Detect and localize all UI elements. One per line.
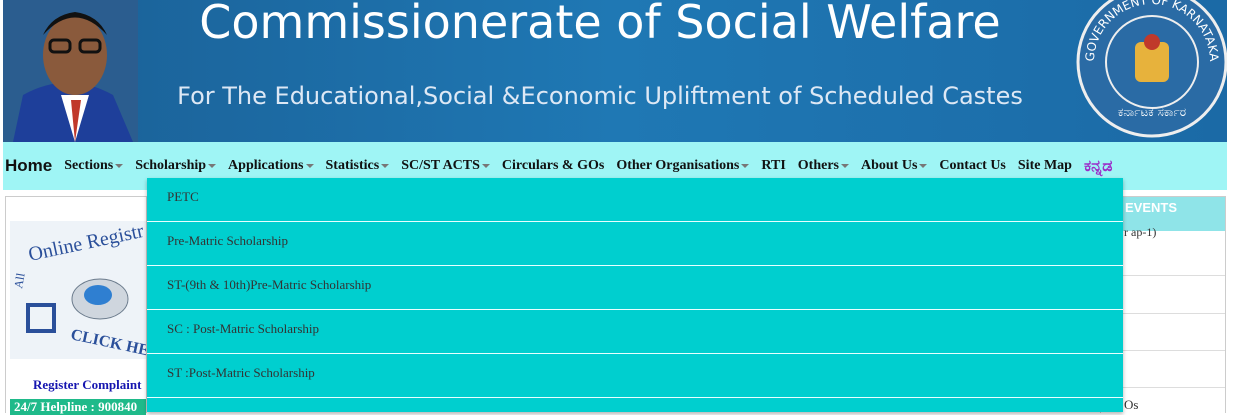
nav-item[interactable]: ಕನ್ನಡ bbox=[1083, 156, 1113, 175]
caret-wrap bbox=[206, 157, 222, 175]
caret bbox=[115, 164, 124, 169]
helpline: 24/7 Helpline : 900840 bbox=[10, 399, 146, 415]
header-art: Commissionerate of Social Welfare For Th… bbox=[3, 0, 1228, 142]
emblem-kannada: ಕರ್ನಾಟಕ ಸರ್ಕಾರ bbox=[1118, 105, 1186, 119]
site-subtitle: For The Educational,Social &Economic Upl… bbox=[177, 82, 1023, 110]
nav-item[interactable]: Scholarship bbox=[135, 158, 207, 173]
header: Commissionerate of Social Welfare For Th… bbox=[3, 0, 1228, 142]
caret bbox=[305, 164, 314, 169]
banner-click: CLICK HE bbox=[69, 326, 146, 359]
banner-all: All bbox=[11, 271, 28, 289]
caret-wrap bbox=[304, 157, 320, 175]
caret bbox=[481, 164, 490, 169]
divider bbox=[1101, 313, 1225, 314]
divider bbox=[1101, 350, 1225, 351]
divider bbox=[1101, 387, 1225, 388]
dropdown-item[interactable]: SC : Post-Matric Scholarship bbox=[147, 310, 1123, 354]
caret bbox=[208, 164, 217, 169]
caret-wrap bbox=[917, 157, 933, 175]
nav-item[interactable]: Applications bbox=[228, 158, 304, 173]
dropdown-item[interactable]: ST-(9th & 10th)Pre-Matric Scholarship bbox=[147, 266, 1123, 310]
site-title: Commissionerate of Social Welfare bbox=[199, 0, 1000, 49]
dropdown-item[interactable]: PETC bbox=[147, 178, 1123, 222]
scholarship-dropdown: PETC Pre-Matric Scholarship ST-(9th & 10th… bbox=[147, 178, 1123, 412]
nav-item[interactable]: RTI bbox=[761, 158, 786, 173]
caret bbox=[741, 164, 750, 169]
nav-item[interactable]: SC/ST ACTS bbox=[401, 158, 480, 173]
left-panel: Online Registr All CLICK HE Register Com… bbox=[5, 196, 147, 415]
caret-wrap bbox=[839, 157, 855, 175]
caret-wrap bbox=[379, 157, 395, 175]
divider bbox=[1101, 275, 1225, 276]
caret-wrap bbox=[739, 157, 755, 175]
nav-item[interactable]: About Us bbox=[860, 158, 918, 173]
nav-item[interactable]: Home bbox=[5, 156, 53, 175]
caret bbox=[919, 164, 928, 169]
nav-item[interactable]: Others bbox=[797, 158, 839, 173]
nav-item[interactable]: Site Map bbox=[1017, 158, 1072, 173]
dropdown-item[interactable]: Pre-Matric Scholarship bbox=[147, 222, 1123, 266]
banner-art: Online Registr All CLICK HE bbox=[11, 221, 146, 359]
nav-item[interactable]: Sections bbox=[64, 158, 114, 173]
nav-item[interactable]: Circulars & GOs bbox=[501, 158, 605, 173]
dropdown-item[interactable]: ST :Post-Matric Scholarship bbox=[147, 354, 1123, 398]
event-item[interactable]: r ap-1) bbox=[1124, 225, 1157, 239]
complaint-link[interactable]: Register Complaint bbox=[33, 377, 142, 392]
nav-item[interactable]: Statistics bbox=[325, 158, 380, 173]
nav-item[interactable]: Other Organisations bbox=[616, 158, 740, 173]
event-item[interactable]: Os bbox=[1124, 397, 1139, 412]
caret bbox=[840, 164, 849, 169]
caret bbox=[381, 164, 390, 169]
nav-item[interactable]: Contact Us bbox=[939, 158, 1006, 173]
banner-top: Online Registr bbox=[26, 221, 146, 266]
registration-banner[interactable]: Online Registr All CLICK HE bbox=[10, 221, 146, 359]
caret-wrap bbox=[480, 157, 496, 175]
caret-wrap bbox=[113, 157, 129, 175]
